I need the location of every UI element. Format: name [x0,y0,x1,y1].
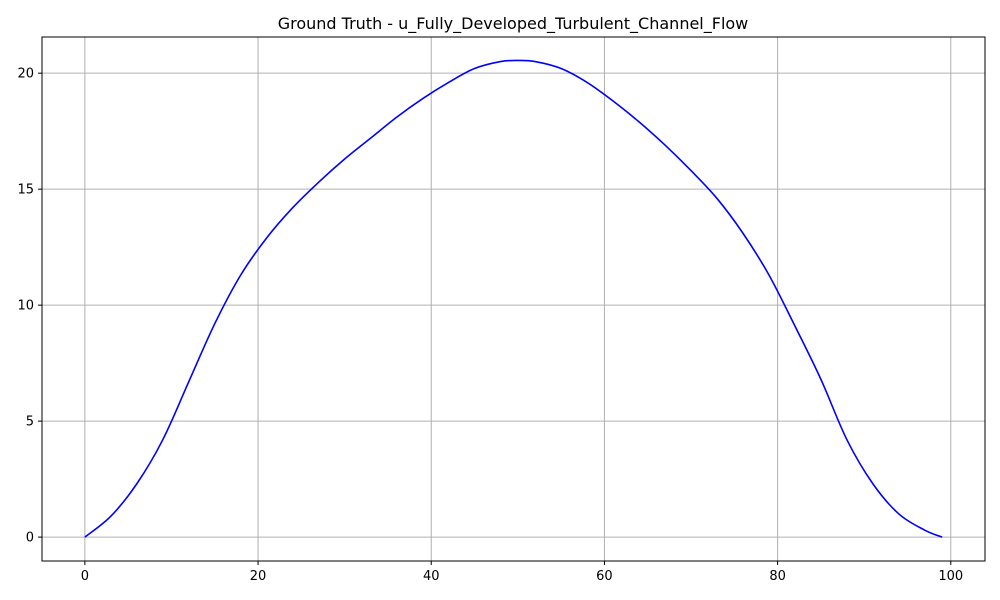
y-tick-label: 20 [17,67,34,82]
y-tick-label: 5 [26,415,34,430]
plot-frame [41,36,986,562]
x-tick-label: 0 [81,569,89,584]
y-axis: 0 5 10 15 20 [17,67,42,546]
x-axis: 0 20 40 60 80 100 [81,561,963,584]
chart-title: Ground Truth - u_Fully_Developed_Turbule… [278,14,749,34]
series-line [84,59,943,538]
x-tick-label: 40 [423,569,440,584]
x-tick-label: 80 [769,569,786,584]
x-tick-label: 20 [250,569,267,584]
x-tick-label: 60 [596,569,613,584]
y-tick-label: 10 [17,299,34,314]
grid-lines [42,37,985,561]
y-tick-label: 0 [26,531,34,546]
x-tick-label: 100 [938,569,963,584]
y-tick-label: 15 [17,183,34,198]
series-layer [84,59,943,538]
